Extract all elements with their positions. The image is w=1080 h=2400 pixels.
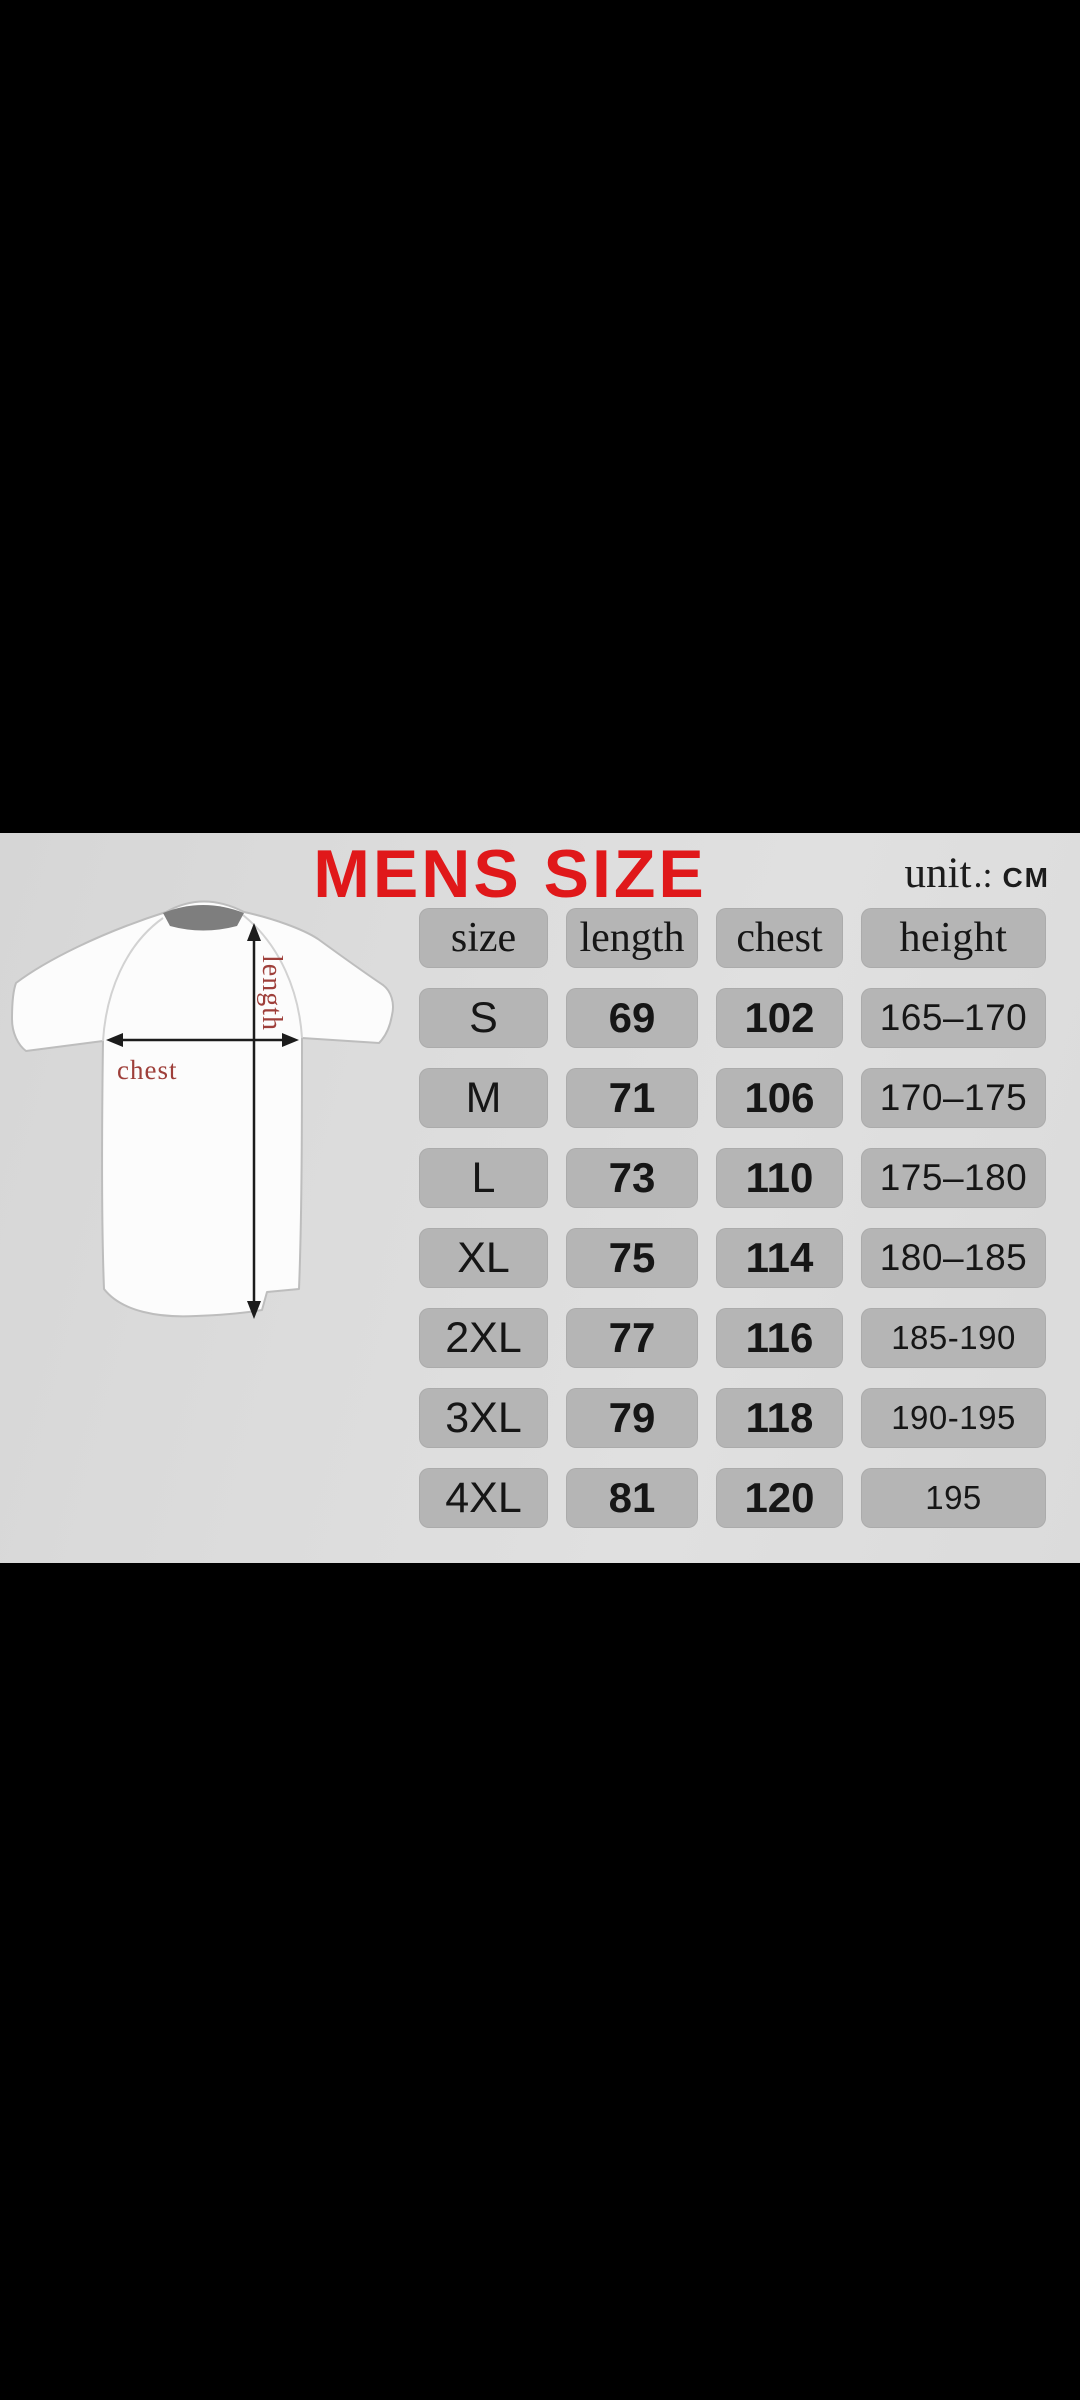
height-cell: 195: [861, 1468, 1046, 1528]
column-header-height: height: [861, 908, 1046, 968]
chest-cell: 110: [716, 1148, 843, 1208]
size-chart-image: MENS SIZE unit .: CM length chest si: [0, 833, 1080, 1563]
size-cell: 4XL: [419, 1468, 548, 1528]
collar: [163, 905, 244, 931]
tshirt-diagram: length chest: [11, 900, 394, 1319]
length-cell: 79: [566, 1388, 698, 1448]
tshirt-body: [11, 900, 394, 1318]
length-cell: 69: [566, 988, 698, 1048]
size-table: size length chest height S 69 102 165–17…: [419, 908, 1046, 1528]
height-cell: 170–175: [861, 1068, 1046, 1128]
chest-cell: 120: [716, 1468, 843, 1528]
height-cell: 165–170: [861, 988, 1046, 1048]
unit-separator: .:: [973, 855, 993, 895]
size-cell: XL: [419, 1228, 548, 1288]
column-header-size: size: [419, 908, 548, 968]
length-cell: 73: [566, 1148, 698, 1208]
height-cell: 180–185: [861, 1228, 1046, 1288]
unit-indicator: unit .: CM: [905, 849, 1050, 898]
chest-dimension-label: chest: [117, 1055, 177, 1085]
left-sleeve-seam: [102, 917, 164, 1042]
column-header-chest: chest: [716, 908, 843, 968]
size-cell: L: [419, 1148, 548, 1208]
unit-label: unit: [904, 850, 972, 897]
length-cell: 77: [566, 1308, 698, 1368]
chest-cell: 118: [716, 1388, 843, 1448]
length-cell: 75: [566, 1228, 698, 1288]
unit-value: CM: [1002, 862, 1050, 893]
chest-cell: 114: [716, 1228, 843, 1288]
chest-cell: 106: [716, 1068, 843, 1128]
length-arrow: [247, 923, 261, 1319]
chest-cell: 116: [716, 1308, 843, 1368]
size-cell: S: [419, 988, 548, 1048]
length-cell: 81: [566, 1468, 698, 1528]
chest-arrow: [106, 1033, 299, 1047]
chest-cell: 102: [716, 988, 843, 1048]
length-dimension-label: length: [256, 955, 287, 1031]
page-title: MENS SIZE: [313, 836, 707, 912]
size-cell: 3XL: [419, 1388, 548, 1448]
size-cell: M: [419, 1068, 548, 1128]
length-cell: 71: [566, 1068, 698, 1128]
size-cell: 2XL: [419, 1308, 548, 1368]
height-cell: 185-190: [861, 1308, 1046, 1368]
height-cell: 175–180: [861, 1148, 1046, 1208]
column-header-length: length: [566, 908, 698, 968]
height-cell: 190-195: [861, 1388, 1046, 1448]
